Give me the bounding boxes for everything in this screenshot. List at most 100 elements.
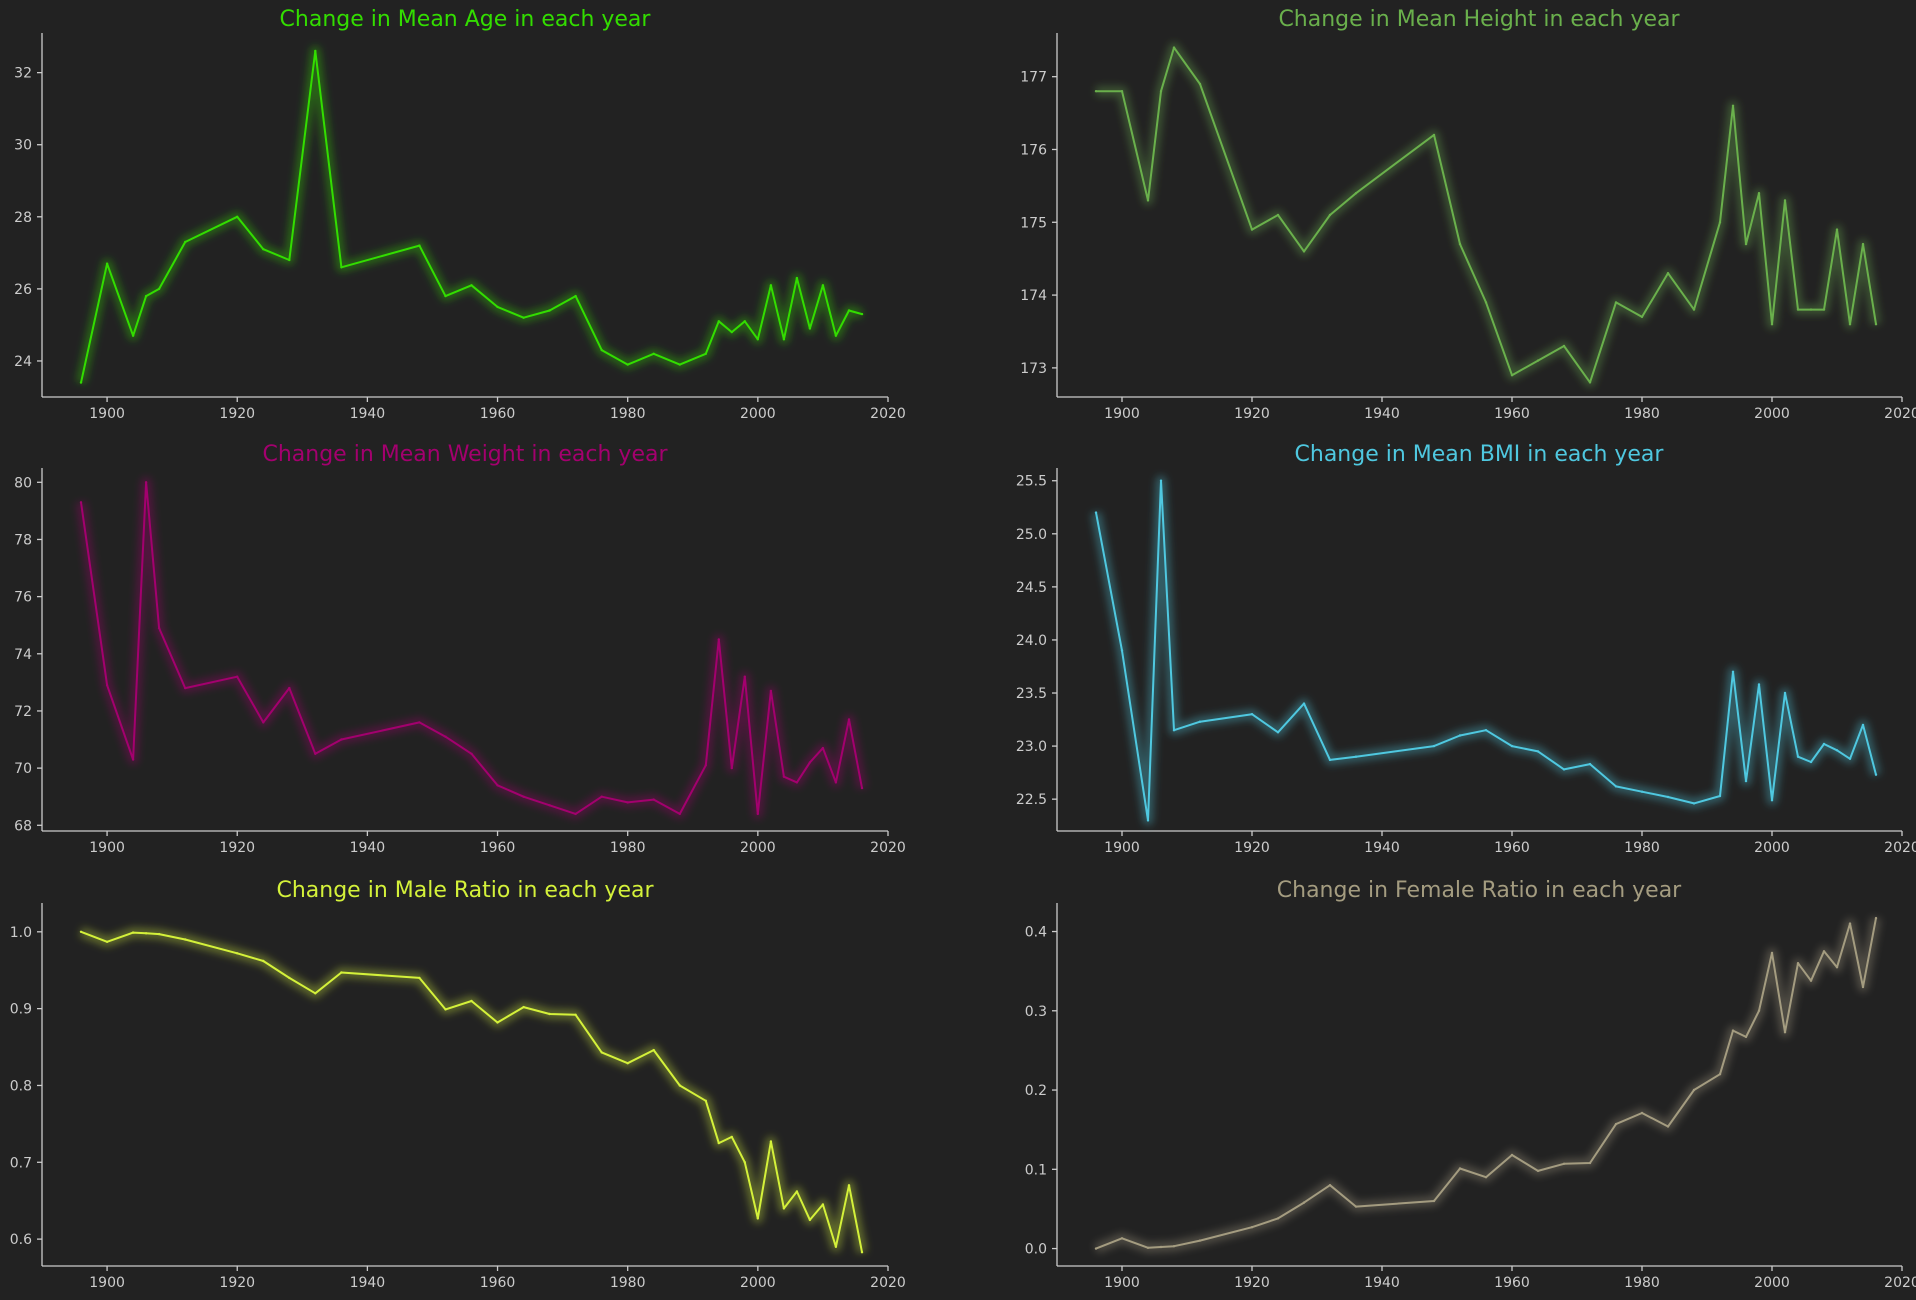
x-tick-label: 2000 [740, 840, 776, 856]
x-tick-label: 1920 [1234, 406, 1270, 422]
series-line [80, 930, 863, 1253]
chart-title: Change in Mean Weight in each year [262, 442, 668, 467]
data-point [262, 248, 265, 251]
data-point [1770, 799, 1774, 802]
data-point [1159, 479, 1163, 482]
data-point [157, 287, 161, 291]
panel-3: Change in Mean Weight in each year 1900 19… [14, 442, 906, 856]
data-point [704, 1099, 707, 1103]
x-tick-label: 2020 [1884, 1275, 1916, 1291]
data-point [184, 938, 187, 941]
series-glow [1096, 42, 1881, 388]
x-tick-label: 1960 [1494, 406, 1530, 422]
panel-1: Change in Mean Age in each year 1900 1920 1… [14, 7, 906, 422]
data-point [470, 284, 473, 287]
x-tick-label: 2020 [1884, 406, 1916, 422]
data-point [131, 931, 135, 934]
data-point [847, 309, 851, 312]
data-point [678, 363, 681, 366]
x-tick-label: 1940 [350, 1275, 386, 1291]
data-point [1458, 1167, 1462, 1170]
y-tick-label: 23.0 [1016, 739, 1047, 755]
data-point [1458, 734, 1462, 737]
data-point [1757, 192, 1761, 195]
data-point [1640, 315, 1644, 319]
data-point [860, 1251, 864, 1254]
data-point [1861, 723, 1865, 727]
x-tick-label: 1920 [219, 1275, 255, 1291]
data-point [1848, 922, 1852, 925]
data-point [1159, 90, 1163, 93]
data-point [105, 262, 109, 265]
data-point [626, 801, 629, 804]
x-tick-label: 1980 [1624, 406, 1660, 422]
data-point [743, 675, 746, 678]
data-point [418, 721, 421, 724]
data-point [600, 348, 603, 352]
y-tick-label: 0.6 [10, 1232, 32, 1248]
data-point [1692, 802, 1696, 805]
data-point [1328, 1184, 1332, 1187]
y-tick-label: 176 [1020, 142, 1047, 158]
series-glow [76, 477, 867, 819]
data-point [626, 1062, 629, 1065]
data-point [1172, 729, 1176, 732]
series-glow [79, 927, 867, 1254]
series-line [1095, 917, 1877, 1250]
data-point [808, 1218, 812, 1222]
data-point [626, 363, 629, 366]
y-tick-label: 174 [1020, 288, 1047, 304]
data-point [1276, 213, 1280, 217]
x-tick-label: 1920 [219, 840, 255, 856]
data-point [314, 49, 317, 53]
data-point [808, 761, 812, 764]
data-point [418, 976, 421, 980]
data-point [548, 804, 551, 807]
data-point [1354, 755, 1358, 758]
data-point [756, 338, 759, 341]
series-glow [76, 46, 864, 384]
data-point [769, 284, 773, 287]
data-point [1692, 308, 1696, 311]
data-point [1484, 301, 1488, 304]
data-point [1874, 916, 1878, 920]
chart-title: Change in Mean BMI in each year [1295, 442, 1665, 467]
data-point [314, 752, 317, 755]
chart-title: Change in Mean Age in each year [280, 7, 652, 32]
panel-2: Change in Mean Height in each year 1900 19… [1020, 7, 1916, 422]
data-point [782, 775, 786, 778]
y-tick-label: 175 [1020, 215, 1047, 231]
x-tick-label: 2000 [740, 406, 776, 422]
data-point [1536, 750, 1540, 753]
data-point [1458, 242, 1462, 246]
data-point [1172, 46, 1176, 49]
data-point [1146, 1246, 1150, 1250]
data-point [821, 1203, 825, 1206]
panel-5: Change in Male Ratio in each year 1900 192… [10, 878, 906, 1291]
data-point [1731, 1029, 1735, 1032]
data-point [1172, 1245, 1176, 1248]
data-point [1198, 720, 1202, 723]
data-point [105, 684, 109, 687]
data-point [1250, 713, 1254, 716]
y-tick-label: 74 [14, 647, 32, 663]
data-point [288, 686, 291, 690]
data-point [1796, 962, 1800, 965]
y-tick-label: 0.3 [1025, 1004, 1047, 1020]
data-point [184, 686, 187, 690]
data-point [821, 746, 825, 750]
data-point [795, 781, 799, 784]
x-tick-label: 2020 [870, 406, 906, 422]
data-point [1588, 762, 1592, 766]
data-point [548, 1012, 551, 1016]
data-point [1302, 250, 1306, 253]
data-point [1432, 744, 1436, 748]
data-point [496, 305, 499, 309]
data-point [1302, 702, 1306, 705]
data-point [496, 784, 499, 787]
data-point [79, 930, 83, 933]
series-line [1095, 479, 1877, 822]
data-point [652, 798, 655, 801]
data-point [470, 752, 473, 755]
data-point [808, 327, 812, 330]
